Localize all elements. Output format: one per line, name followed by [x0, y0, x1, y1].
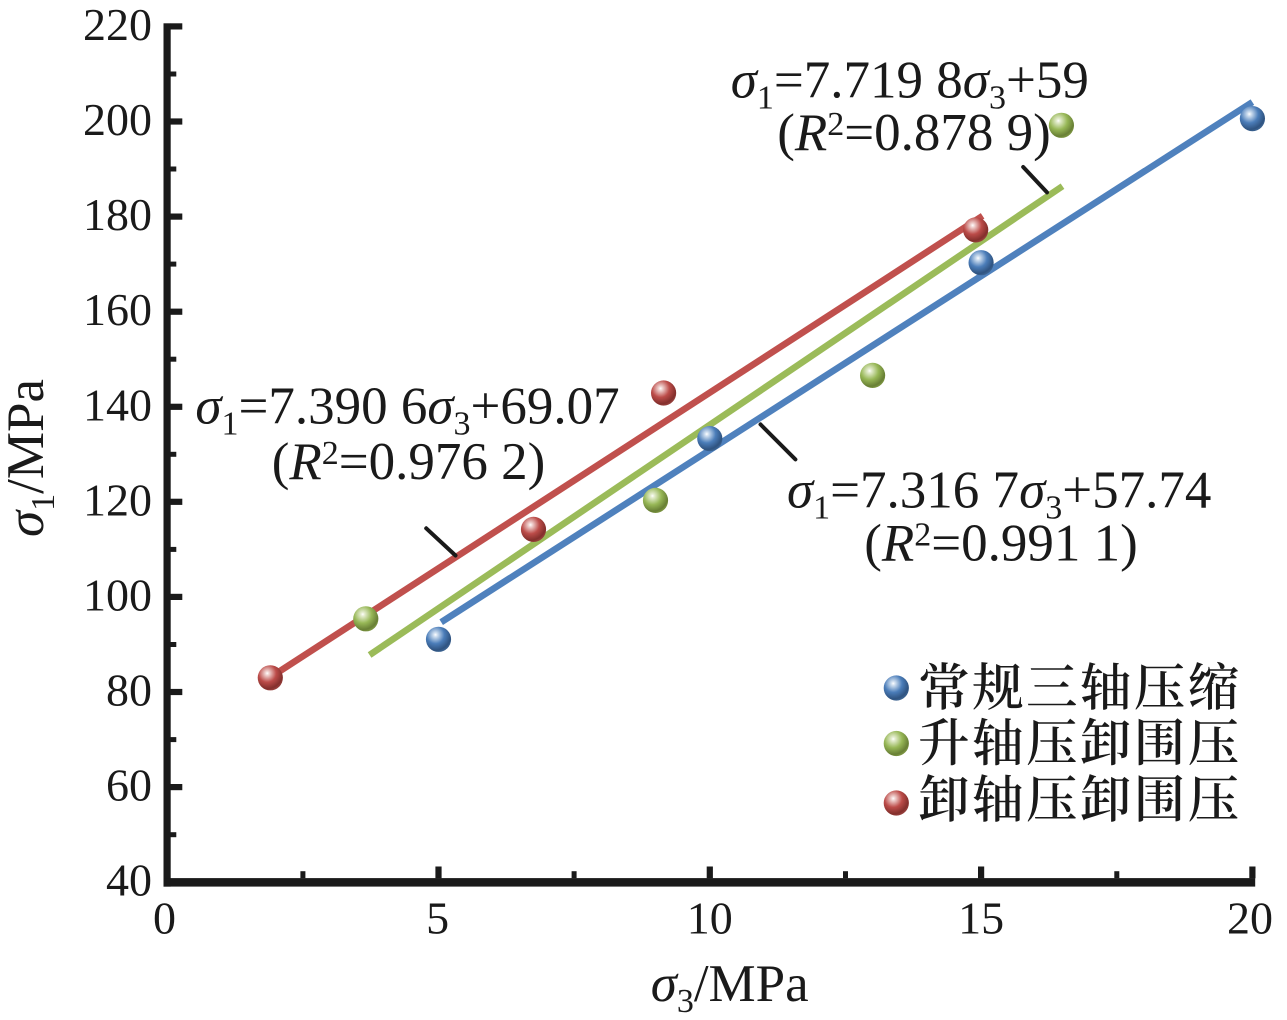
svg-text:0: 0 [153, 893, 176, 944]
svg-text:(R2=0.878 9): (R2=0.878 9) [777, 104, 1051, 162]
svg-text:σ1/MPa: σ1/MPa [0, 379, 62, 537]
svg-text:10: 10 [687, 893, 733, 944]
svg-text:5: 5 [426, 893, 449, 944]
svg-text:140: 140 [83, 379, 152, 430]
svg-text:σ1=7.719 8σ3+59: σ1=7.719 8σ3+59 [731, 52, 1089, 117]
svg-text:40: 40 [106, 855, 152, 906]
svg-text:220: 220 [83, 0, 152, 50]
svg-text:(R2=0.976 2): (R2=0.976 2) [272, 433, 546, 491]
svg-text:100: 100 [83, 569, 152, 620]
svg-text:σ1=7.316 7σ3+57.74: σ1=7.316 7σ3+57.74 [787, 462, 1211, 527]
svg-text:σ1=7.390 6σ3+69.07: σ1=7.390 6σ3+69.07 [195, 377, 619, 442]
svg-text:15: 15 [958, 893, 1004, 944]
svg-text:20: 20 [1227, 893, 1273, 944]
svg-text:180: 180 [83, 189, 152, 240]
svg-text:60: 60 [106, 760, 152, 811]
svg-text:120: 120 [83, 474, 152, 525]
svg-text:80: 80 [106, 665, 152, 716]
svg-text:200: 200 [83, 94, 152, 145]
svg-text:160: 160 [83, 284, 152, 335]
svg-text:(R2=0.991 1): (R2=0.991 1) [864, 515, 1138, 573]
svg-text:σ3/MPa: σ3/MPa [651, 955, 809, 1020]
